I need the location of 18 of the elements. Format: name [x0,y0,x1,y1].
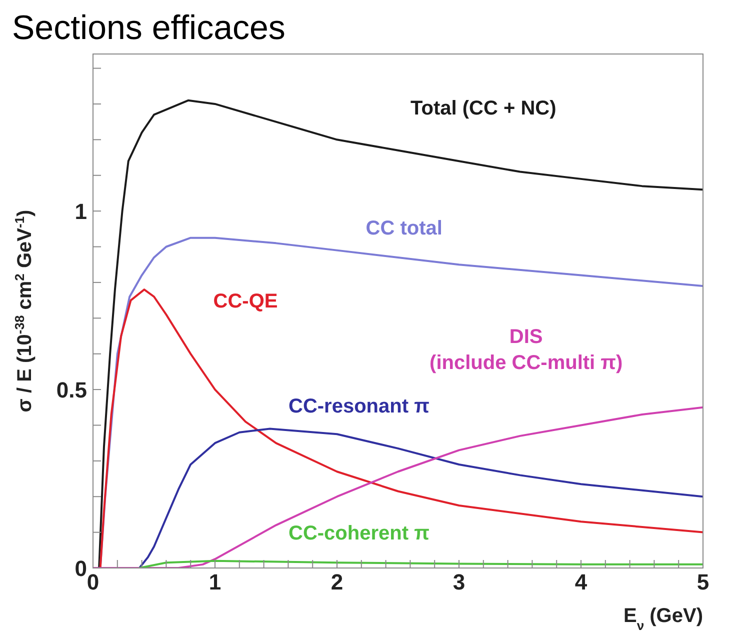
line-series [138,560,703,568]
line-series [99,288,703,568]
y-tick-label: 1 [74,198,87,224]
x-tick-label: 1 [208,570,222,595]
series-label: CC-coherent π [288,522,430,544]
y-tick-label: 0.5 [56,377,87,402]
line-series [138,428,703,568]
x-tick-label: 3 [452,570,466,595]
x-tick-label: 5 [696,570,710,595]
series-label: Total (CC + NC) [410,98,556,120]
x-tick-label: 4 [574,570,588,595]
x-axis-title: E$_{ν}$ (GeV) [624,605,703,632]
series-label: CC-resonant π [288,396,430,418]
x-tick-label: 2 [330,570,344,595]
chart-title: Sections efficaces [11,8,286,48]
text: DIS (include CC-multi π) [430,326,623,374]
series-label: CC total [366,217,442,240]
text: CC-QE [213,290,278,312]
